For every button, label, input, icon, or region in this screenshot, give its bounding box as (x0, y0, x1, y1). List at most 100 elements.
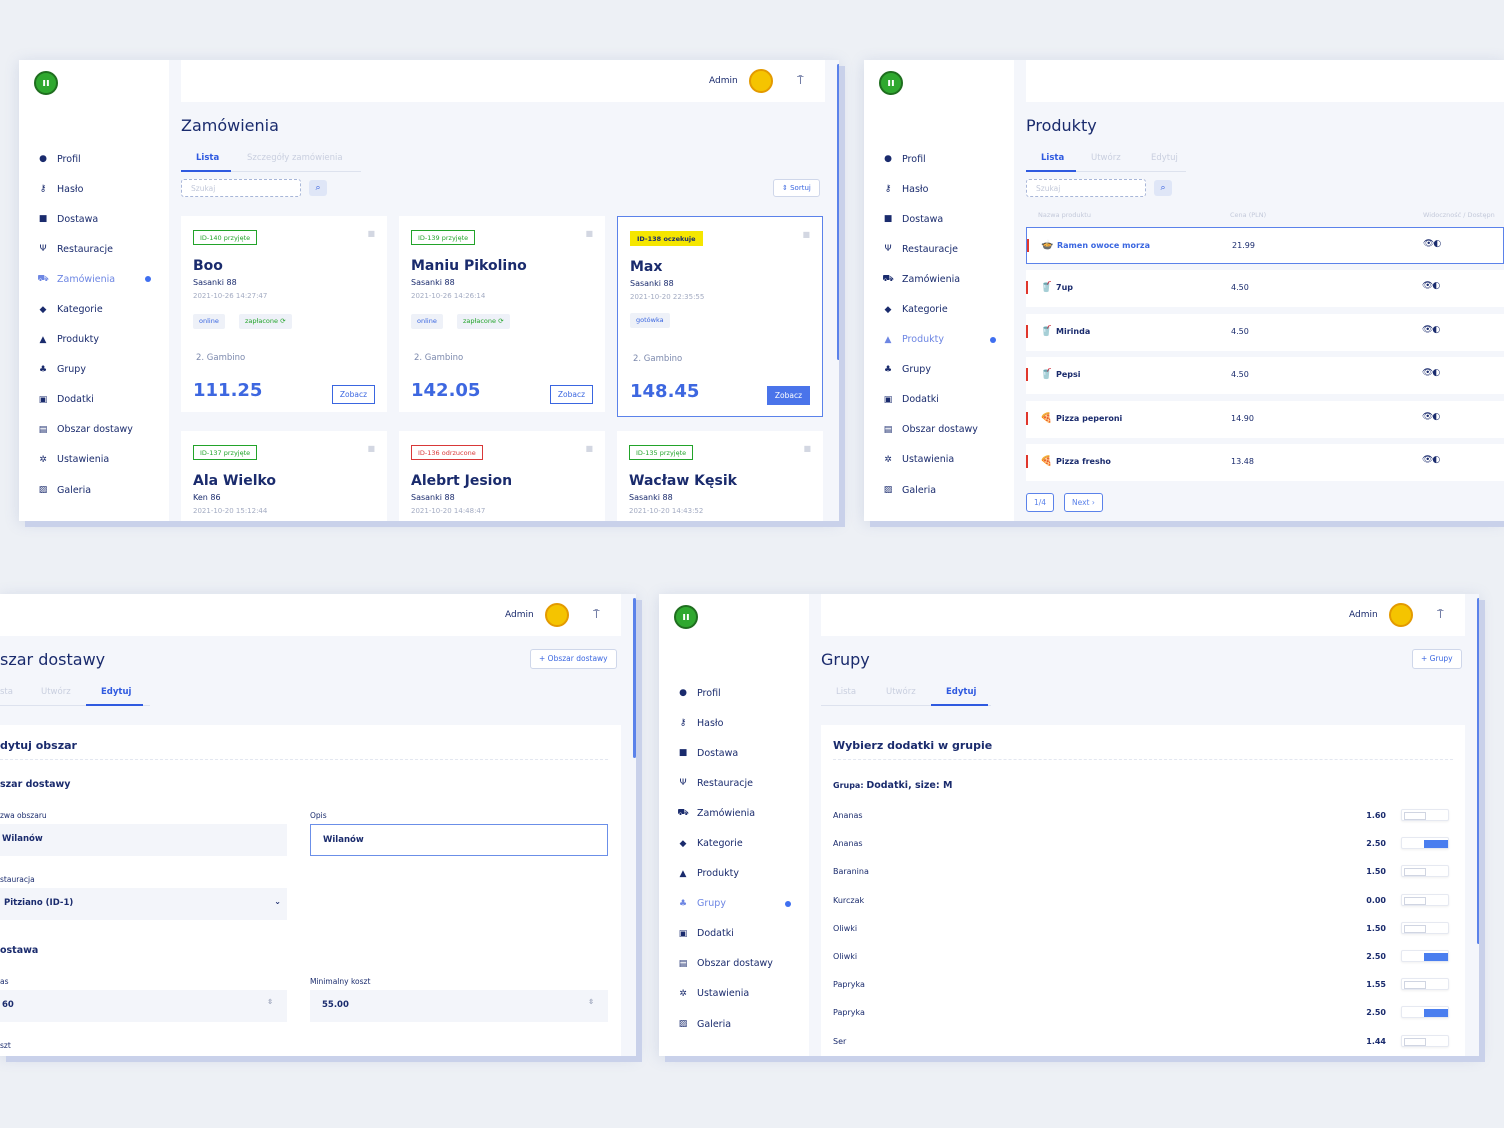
sidebar-item-kategorie[interactable]: ◆ Kategorie (659, 828, 809, 858)
sidebar-item-ustawienia[interactable]: ✲ Ustawienia (864, 445, 1014, 475)
sidebar-item-obszar-dostawy[interactable]: ▤ Obszar dostawy (864, 415, 1014, 445)
add-group-button[interactable]: + Grupy (1412, 649, 1462, 669)
tab-edit[interactable]: Edytuj (1151, 153, 1178, 163)
visibility-toggle-icon[interactable]: 👁◐ (1422, 455, 1440, 465)
sidebar-item-dostawa[interactable]: ■ Dostawa (864, 204, 1014, 234)
search-icon[interactable]: ⌕ (1154, 180, 1172, 196)
addon-toggle[interactable] (1401, 978, 1449, 991)
tab-create[interactable]: Utwórz (1091, 153, 1121, 163)
sidebar-item-dodatki[interactable]: ▣ Dodatki (19, 385, 169, 415)
stepper-icon[interactable]: ⇳ (588, 998, 594, 1006)
sidebar-item-kategorie[interactable]: ◆ Kategorie (19, 294, 169, 324)
addon-toggle[interactable] (1401, 837, 1449, 850)
sidebar-item-obszar-dostawy[interactable]: ▤ Obszar dostawy (659, 949, 809, 979)
addon-toggle[interactable] (1401, 1006, 1449, 1019)
description-field[interactable]: Wilanów (310, 824, 608, 856)
sidebar-item-galeria[interactable]: ▨ Galeria (659, 1009, 809, 1039)
view-button[interactable]: Zobacz (332, 385, 375, 404)
sidebar-item-grupy[interactable]: ♣ Grupy (659, 889, 809, 919)
order-card[interactable]: ID-138 oczekuje ■ Max Sasanki 88 2021-10-20 … (617, 216, 823, 417)
sidebar-item-restauracje[interactable]: Ψ Restauracje (19, 234, 169, 264)
sidebar-item-dodatki[interactable]: ▣ Dodatki (659, 919, 809, 949)
scrollbar[interactable] (1477, 598, 1479, 944)
tab-edit[interactable]: Edytuj (101, 687, 132, 697)
avatar[interactable] (1389, 603, 1413, 627)
tab-create[interactable]: Utwórz (886, 687, 916, 697)
sidebar-item-restauracje[interactable]: Ψ Restauracje (659, 768, 809, 798)
order-card[interactable]: ID-136 odrzucone ■ Alebrt Jesion Sasanki 88… (399, 431, 605, 521)
sidebar-item-dodatki[interactable]: ▣ Dodatki (864, 385, 1014, 415)
sidebar-item-hasło[interactable]: ⚷ Hasło (19, 174, 169, 204)
visibility-toggle-icon[interactable]: 👁◐ (1423, 239, 1441, 249)
view-button[interactable]: Zobacz (767, 386, 810, 405)
visibility-toggle-icon[interactable]: 👁◐ (1422, 368, 1440, 379)
table-row[interactable]: 🍕 Pizza peperoni 14.90 👁◐ (1026, 400, 1504, 438)
tab-lista[interactable]: Lista (196, 153, 220, 163)
table-row[interactable]: 🍕 Pizza fresho 13.48 👁◐ (1026, 444, 1504, 481)
tab-create[interactable]: Utwórz (41, 687, 71, 697)
sidebar-item-galeria[interactable]: ▨ Galeria (864, 475, 1014, 505)
restaurant-select[interactable]: Pitziano (ID-1) ⌄ (0, 888, 287, 920)
sidebar-item-hasło[interactable]: ⚷ Hasło (659, 708, 809, 738)
sidebar-item-grupy[interactable]: ♣ Grupy (19, 355, 169, 385)
next-page-button[interactable]: Next › (1064, 493, 1103, 512)
addon-toggle[interactable] (1401, 893, 1449, 906)
tab-lista[interactable]: Lista (836, 687, 857, 697)
tab-edit[interactable]: Edytuj (946, 687, 977, 697)
order-card[interactable]: ID-137 przyjęte ■ Ala Wielko Ken 86 2021-10-… (181, 431, 387, 521)
search-input[interactable]: Szukaj (1026, 179, 1146, 197)
addon-toggle[interactable] (1401, 921, 1449, 934)
sidebar-item-restauracje[interactable]: Ψ Restauracje (864, 234, 1014, 264)
view-button[interactable]: Zobacz (550, 385, 593, 404)
sidebar-item-hasło[interactable]: ⚷ Hasło (864, 174, 1014, 204)
visibility-toggle-icon[interactable]: 👁◐ (1422, 324, 1440, 335)
search-input[interactable]: Szukaj (181, 179, 301, 197)
avatar[interactable] (545, 603, 569, 627)
sidebar-item-dostawa[interactable]: ■ Dostawa (19, 204, 169, 234)
sidebar-item-zamówienia[interactable]: ⛟ Zamówienia (864, 264, 1014, 294)
sidebar-item-grupy[interactable]: ♣ Grupy (864, 355, 1014, 385)
time-field[interactable]: 60 ⇳ (0, 990, 287, 1022)
sidebar-item-obszar-dostawy[interactable]: ▤ Obszar dostawy (19, 415, 169, 445)
logout-icon[interactable]: ⍑ (593, 608, 600, 621)
table-row[interactable]: 🥤 7up 4.50 👁◐ (1026, 270, 1504, 308)
sidebar-item-profil[interactable]: ● Profil (19, 144, 169, 174)
add-area-button[interactable]: + Obszar dostawy (530, 649, 617, 669)
sidebar-item-ustawienia[interactable]: ✲ Ustawienia (19, 445, 169, 475)
addon-toggle[interactable] (1401, 950, 1449, 962)
sidebar-item-dostawa[interactable]: ■ Dostawa (659, 738, 809, 768)
trash-icon[interactable]: ■ (367, 229, 375, 238)
trash-icon[interactable]: ■ (803, 444, 811, 453)
area-name-field[interactable]: Wilanów (0, 824, 287, 856)
column-header-price[interactable]: Cena (PLN) (1230, 211, 1267, 219)
trash-icon[interactable]: ■ (585, 229, 593, 238)
scrollbar[interactable] (837, 64, 839, 360)
visibility-toggle-icon[interactable]: 👁◐ (1422, 411, 1440, 422)
sidebar-item-produkty[interactable]: ▲ Produkty (864, 325, 1014, 355)
sidebar-item-profil[interactable]: ● Profil (864, 144, 1014, 174)
avatar[interactable] (749, 69, 773, 93)
column-header-visibility[interactable]: Widoczność / Dostępn (1423, 211, 1495, 219)
addon-toggle[interactable] (1401, 865, 1449, 878)
sidebar-item-produkty[interactable]: ▲ Produkty (659, 859, 809, 889)
min-cost-field[interactable]: 55.00 ⇳ (310, 990, 608, 1022)
sidebar-item-zamówienia[interactable]: ⛟ Zamówienia (19, 264, 169, 294)
scrollbar[interactable] (633, 598, 636, 758)
visibility-toggle-icon[interactable]: 👁◐ (1422, 281, 1440, 292)
table-row[interactable]: 🍲 Ramen owoce morza 21.99 👁◐ (1026, 227, 1504, 264)
trash-icon[interactable]: ■ (802, 230, 810, 239)
column-header-name[interactable]: Nazwa produktu (1038, 211, 1091, 219)
sidebar-item-produkty[interactable]: ▲ Produkty (19, 325, 169, 355)
table-row[interactable]: 🥤 Pepsi 4.50 👁◐ (1026, 357, 1504, 395)
addon-toggle[interactable] (1401, 809, 1449, 821)
table-row[interactable]: 🥤 Mirinda 4.50 👁◐ (1026, 313, 1504, 351)
sort-button[interactable]: ⇕ Sortuj (773, 179, 820, 197)
trash-icon[interactable]: ■ (367, 444, 375, 453)
order-card[interactable]: ID-139 przyjęte ■ Maniu Pikolino Sasanki 88… (399, 216, 605, 412)
logout-icon[interactable]: ⍑ (1437, 608, 1444, 621)
sidebar-item-profil[interactable]: ● Profil (659, 678, 809, 708)
tab-lista[interactable]: sta (0, 687, 13, 697)
tab-lista[interactable]: Lista (1041, 153, 1065, 163)
sidebar-item-ustawienia[interactable]: ✲ Ustawienia (659, 979, 809, 1009)
stepper-icon[interactable]: ⇳ (267, 998, 273, 1006)
